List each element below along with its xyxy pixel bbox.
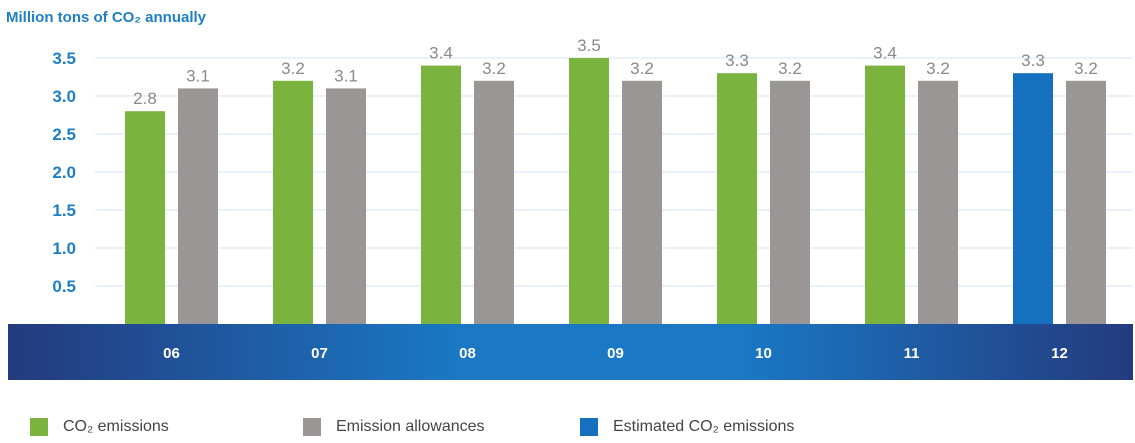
data-label: 3.2 [778,59,802,78]
legend-swatch [580,418,598,436]
bar [865,65,905,324]
bar [770,80,810,324]
data-label: 3.3 [1021,51,1045,70]
x-axis-ticks: 06 07 08 09 10 11 12 [163,345,1068,362]
bar [421,65,461,324]
bar [717,73,757,324]
x-tick-label: 10 [755,345,772,362]
data-label: 3.1 [186,66,210,85]
y-tick-label: 0.5 [52,277,76,296]
bars [125,58,1106,325]
bar [1013,73,1053,324]
data-label: 3.2 [630,59,654,78]
bar [178,88,218,325]
data-label: 3.2 [281,59,305,78]
x-tick-label: 07 [311,345,328,362]
bar [569,58,609,324]
data-label: 3.4 [873,44,897,63]
y-axis-ticks: 0.5 1.0 1.5 2.0 2.5 3.0 3.5 [52,49,76,296]
legend: CO₂ emissions Emission allowances Estimate… [30,418,794,436]
data-label: 3.3 [725,51,749,70]
y-tick-label: 1.0 [52,239,76,258]
y-tick-label: 2.5 [52,125,76,144]
data-label: 3.1 [334,66,358,85]
legend-label: Estimated CO₂ emissions [613,418,794,435]
x-tick-label: 12 [1051,345,1068,362]
data-label: 3.2 [926,59,950,78]
bar [918,80,958,324]
chart-title: Million tons of CO₂ annually [6,9,207,26]
x-axis-band [8,324,1133,380]
bar [326,88,366,325]
data-label: 3.2 [1074,59,1098,78]
x-tick-label: 09 [607,345,624,362]
bar [273,80,313,324]
data-label: 2.8 [133,89,157,108]
data-label: 3.5 [577,36,601,55]
bar [1066,80,1106,324]
grid [95,57,1133,287]
y-tick-label: 1.5 [52,201,76,220]
x-tick-label: 11 [904,345,920,362]
bar [125,111,165,324]
bar [474,80,514,324]
y-tick-label: 2.0 [52,163,76,182]
bar [622,80,662,324]
legend-label: Emission allowances [336,418,485,435]
data-label: 3.4 [429,44,453,63]
legend-swatch [30,418,48,436]
x-tick-label: 08 [459,345,476,362]
legend-label: CO₂ emissions [63,418,169,435]
legend-swatch [303,418,321,436]
data-labels: 2.8 3.1 3.2 3.1 3.4 3.2 3.5 3.2 3.3 3.2 3.4 3.2 3.3 3… [133,36,1098,108]
y-tick-label: 3.5 [52,49,76,68]
y-tick-label: 3.0 [52,87,76,106]
x-tick-label: 06 [163,345,180,362]
data-label: 3.2 [482,59,506,78]
